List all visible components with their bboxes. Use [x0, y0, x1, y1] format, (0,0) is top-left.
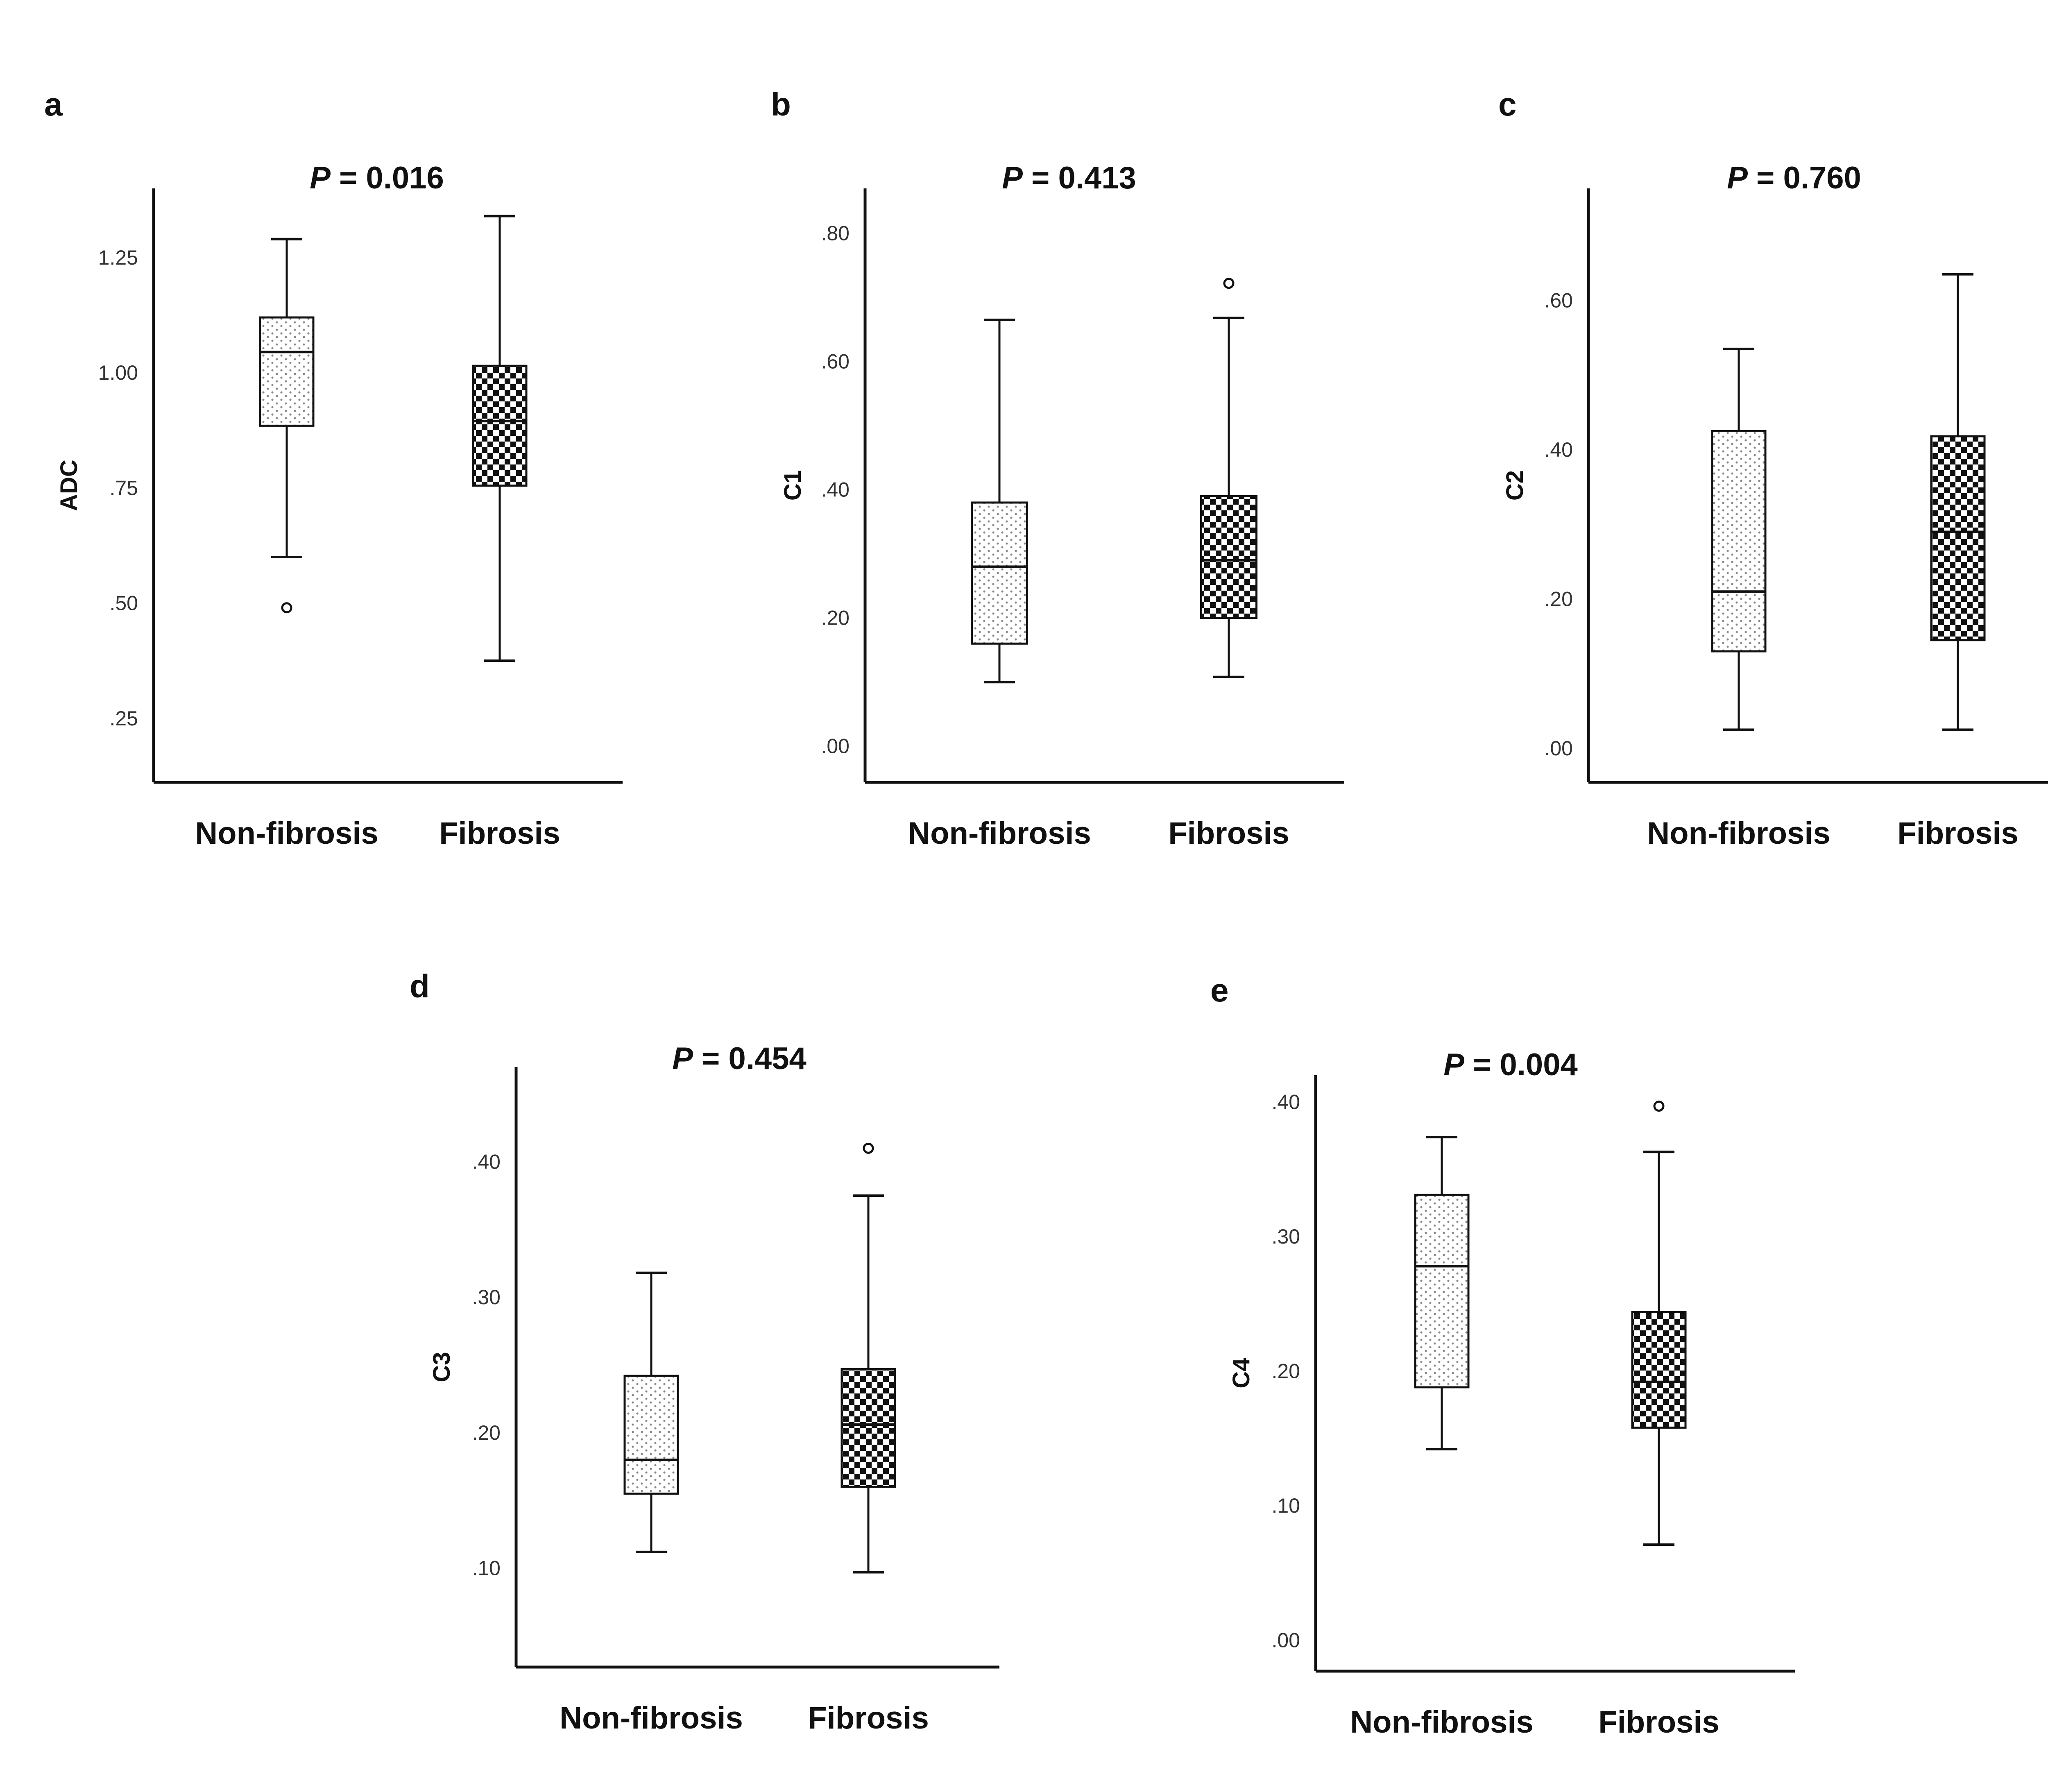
- y-tick-label: .00: [821, 735, 850, 758]
- y-tick-label: .30: [472, 1286, 501, 1309]
- box-fibrosis: [840, 1142, 896, 1574]
- iqr-box: [1200, 495, 1257, 619]
- p-value: = 0.454: [693, 1041, 807, 1076]
- y-tick-label: .20: [472, 1421, 501, 1444]
- p-label: P: [310, 161, 331, 195]
- outlier-point: [1223, 278, 1235, 289]
- outlier-point: [1653, 1101, 1665, 1112]
- outlier-point: [281, 602, 292, 614]
- iqr-box: [259, 316, 315, 427]
- iqr-box: [623, 1375, 679, 1495]
- p-label: P: [1443, 1047, 1464, 1082]
- p-label: P: [1002, 161, 1023, 195]
- x-category-label: Non-fibrosis: [1647, 816, 1831, 851]
- x-category-label: Non-fibrosis: [908, 816, 1091, 851]
- p-value-title: P = 0.004: [1443, 1047, 1578, 1082]
- x-category-label: Fibrosis: [1168, 816, 1289, 851]
- p-value: = 0.004: [1464, 1047, 1578, 1082]
- y-tick-label: .75: [109, 476, 138, 499]
- panel-d: d P = 0.454 .10 .20 .30 .40 C3 Non-fibrosis Fibr…: [410, 968, 999, 1735]
- x-category-label: Fibrosis: [1897, 816, 2019, 851]
- x-category-label: Non-fibrosis: [1350, 1705, 1534, 1740]
- box-fibrosis: [1930, 273, 1986, 731]
- y-tick-label: .40: [1271, 1091, 1300, 1114]
- y-tick-label: .30: [1271, 1225, 1300, 1248]
- y-tick-label: .50: [109, 592, 138, 615]
- y-tick-label: .60: [821, 350, 850, 373]
- p-value-title: P = 0.016: [310, 161, 444, 195]
- panel-e: e P = 0.004 .00 .10 .20 .30 .40 C4 Non-fibrosis F…: [1210, 972, 1795, 1740]
- panel-b: b P = 0.413 .00 .20 .40 .60 .80 C1 Non-fibrosis F…: [771, 86, 1344, 851]
- box-non-fibrosis: [259, 238, 315, 614]
- iqr-box: [971, 501, 1028, 645]
- y-tick-label: .00: [1544, 737, 1573, 760]
- iqr-box: [1414, 1194, 1470, 1389]
- y-tick-label: .10: [1271, 1494, 1300, 1517]
- iqr-box: [472, 365, 528, 487]
- y-tick-label: .40: [1544, 438, 1573, 461]
- p-value-title: P = 0.454: [672, 1041, 807, 1076]
- panel-c: c P = 0.760 .00 .20 .40 .60 C2 Non-fibrosis Fibr…: [1498, 86, 2048, 851]
- box-non-fibrosis: [1711, 347, 1767, 731]
- p-value: = 0.016: [331, 161, 444, 195]
- y-axis-label: ADC: [56, 460, 82, 511]
- box-non-fibrosis: [971, 318, 1028, 684]
- panel-letter: c: [1498, 86, 1517, 122]
- panel-letter: e: [1210, 972, 1229, 1008]
- y-tick-label: .00: [1271, 1629, 1300, 1652]
- y-axis-label: C3: [428, 1352, 455, 1382]
- y-axis-label: C1: [779, 470, 806, 501]
- y-tick-label: .25: [109, 707, 138, 730]
- p-value: = 0.760: [1748, 161, 1861, 195]
- p-value-title: P = 0.413: [1002, 161, 1136, 195]
- box-non-fibrosis: [623, 1271, 679, 1553]
- p-value: = 0.413: [1023, 161, 1136, 195]
- box-fibrosis: [472, 215, 528, 662]
- box-fibrosis: [1631, 1101, 1687, 1546]
- iqr-box: [1631, 1311, 1687, 1429]
- x-category-label: Fibrosis: [439, 816, 560, 851]
- p-label: P: [1727, 161, 1748, 195]
- y-tick-label: .20: [1544, 588, 1573, 611]
- y-tick-label: .40: [821, 478, 850, 501]
- panel-a: a P = 0.016 .25 .50 .75 1.00 1.25 ADC Non-fibros…: [44, 86, 623, 851]
- x-category-label: Non-fibrosis: [195, 816, 378, 851]
- y-tick-label: .60: [1544, 289, 1573, 312]
- p-value-title: P = 0.760: [1727, 161, 1861, 195]
- iqr-box: [1711, 430, 1767, 652]
- outlier-point: [863, 1142, 874, 1154]
- panel-letter: a: [44, 86, 63, 122]
- box-fibrosis: [1200, 278, 1257, 678]
- x-category-label: Fibrosis: [808, 1701, 929, 1735]
- y-tick-label: .40: [472, 1150, 501, 1173]
- y-axis-label: C4: [1228, 1358, 1255, 1388]
- panel-letter: d: [410, 968, 430, 1004]
- y-tick-label: .20: [1271, 1360, 1300, 1383]
- y-tick-label: .10: [472, 1557, 501, 1580]
- x-category-label: Fibrosis: [1598, 1705, 1720, 1740]
- x-category-label: Non-fibrosis: [560, 1701, 743, 1735]
- box-non-fibrosis: [1414, 1136, 1470, 1450]
- y-tick-label: .80: [821, 222, 850, 245]
- y-tick-label: 1.25: [98, 246, 138, 269]
- panel-letter: b: [771, 86, 791, 122]
- iqr-box: [840, 1368, 896, 1488]
- y-tick-label: .20: [821, 607, 850, 630]
- y-axis-label: C2: [1502, 470, 1528, 501]
- iqr-box: [1930, 435, 1986, 641]
- p-label: P: [672, 1041, 693, 1076]
- y-tick-label: 1.00: [98, 361, 138, 384]
